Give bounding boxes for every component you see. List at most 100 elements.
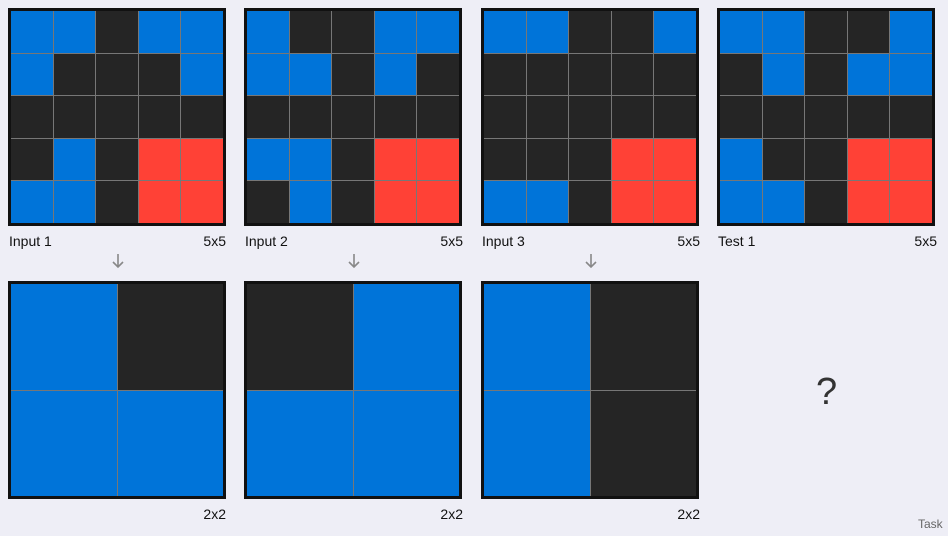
grid-cell: [417, 96, 459, 138]
grid-cell: [590, 390, 696, 496]
grid-cell: [332, 11, 374, 53]
grid-cell: [117, 390, 223, 496]
output-1-grid: [8, 281, 226, 499]
grid-cell: [762, 11, 805, 53]
grid-cell: [11, 11, 53, 53]
grid-cell: [847, 96, 890, 138]
grid-cell: [526, 181, 569, 223]
grid-cell: [96, 181, 138, 223]
input-2-label: Input 2: [245, 233, 288, 249]
grid-cell: [138, 11, 181, 53]
grid-cell: [374, 96, 417, 138]
grid-cell: [654, 11, 696, 53]
grid-cell: [654, 96, 696, 138]
grid-cell: [374, 11, 417, 53]
grid-cell: [247, 284, 353, 390]
grid-cell: [417, 11, 459, 53]
grid-cell: [890, 96, 932, 138]
grid-cell: [484, 181, 526, 223]
grid-cell: [762, 138, 805, 181]
grid-cell: [484, 138, 526, 181]
grid-cell: [53, 181, 96, 223]
grid-cell: [805, 96, 847, 138]
footer-task-label: Task: [918, 517, 943, 531]
grid-cell: [590, 284, 696, 390]
grid-cell: [484, 284, 590, 390]
output-2-grid: [244, 281, 462, 499]
grid-cell: [96, 96, 138, 138]
grid-cell: [138, 53, 181, 96]
grid-cell: [569, 53, 611, 96]
grid-cell: [417, 181, 459, 223]
arrow-down-icon: [348, 254, 360, 269]
test-1-label: Test 1: [718, 233, 756, 249]
grid-cell: [289, 181, 332, 223]
grid-cell: [526, 96, 569, 138]
input-3-size: 5x5: [677, 233, 700, 249]
grid-cell: [484, 53, 526, 96]
grid-cell: [611, 96, 654, 138]
grid-cell: [611, 181, 654, 223]
grid-cell: [332, 53, 374, 96]
grid-cell: [805, 138, 847, 181]
grid-cell: [654, 138, 696, 181]
input-2-grid: [244, 8, 462, 226]
grid-cell: [332, 138, 374, 181]
grid-cell: [484, 11, 526, 53]
arrow-down-icon: [585, 254, 597, 269]
grid-cell: [611, 53, 654, 96]
grid-cell: [890, 53, 932, 96]
grid-cell: [569, 11, 611, 53]
output-3-size: 2x2: [677, 506, 700, 522]
grid-cell: [53, 96, 96, 138]
input-1-label: Input 1: [9, 233, 52, 249]
output-1-size: 2x2: [203, 506, 226, 522]
grid-cell: [96, 53, 138, 96]
grid-cell: [181, 96, 223, 138]
grid-cell: [247, 53, 289, 96]
grid-cell: [289, 53, 332, 96]
grid-cell: [11, 181, 53, 223]
grid-cell: [247, 390, 353, 496]
output-3-grid: [481, 281, 699, 499]
input-3-label: Input 3: [482, 233, 525, 249]
grid-cell: [138, 96, 181, 138]
grid-cell: [11, 390, 117, 496]
grid-cell: [332, 181, 374, 223]
grid-cell: [762, 96, 805, 138]
grid-cell: [847, 53, 890, 96]
grid-cell: [353, 284, 459, 390]
grid-cell: [11, 96, 53, 138]
output-2-size: 2x2: [440, 506, 463, 522]
grid-cell: [289, 11, 332, 53]
grid-cell: [720, 11, 762, 53]
grid-cell: [53, 53, 96, 96]
grid-cell: [720, 138, 762, 181]
grid-cell: [332, 96, 374, 138]
grid-cell: [569, 181, 611, 223]
grid-cell: [417, 138, 459, 181]
grid-cell: [484, 390, 590, 496]
grid-cell: [247, 181, 289, 223]
grid-cell: [720, 96, 762, 138]
test-1-grid: [717, 8, 935, 226]
grid-cell: [374, 138, 417, 181]
grid-cell: [611, 11, 654, 53]
grid-cell: [654, 53, 696, 96]
arrow-down-icon: [112, 254, 124, 269]
grid-cell: [96, 11, 138, 53]
unknown-output-placeholder: ?: [816, 371, 838, 413]
grid-cell: [138, 181, 181, 223]
grid-cell: [11, 53, 53, 96]
grid-cell: [181, 138, 223, 181]
grid-cell: [526, 138, 569, 181]
input-1-grid: [8, 8, 226, 226]
grid-cell: [526, 53, 569, 96]
grid-cell: [526, 11, 569, 53]
grid-cell: [847, 138, 890, 181]
input-2-size: 5x5: [440, 233, 463, 249]
grid-cell: [611, 138, 654, 181]
grid-cell: [762, 181, 805, 223]
grid-cell: [247, 96, 289, 138]
grid-cell: [181, 11, 223, 53]
